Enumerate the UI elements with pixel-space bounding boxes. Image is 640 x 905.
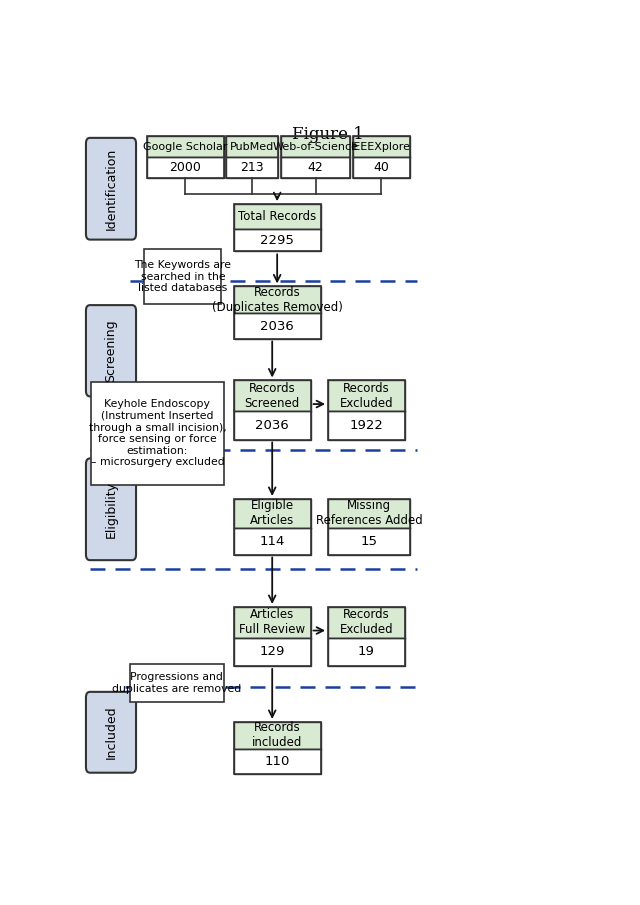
Text: Records
Excluded: Records Excluded: [340, 608, 393, 636]
Text: Records
Screened: Records Screened: [244, 382, 300, 410]
FancyBboxPatch shape: [234, 638, 310, 666]
Text: 213: 213: [241, 161, 264, 175]
Text: 1922: 1922: [349, 419, 383, 432]
FancyBboxPatch shape: [328, 380, 405, 411]
FancyBboxPatch shape: [328, 411, 405, 440]
FancyBboxPatch shape: [328, 528, 410, 555]
Text: Total Records: Total Records: [238, 210, 316, 223]
FancyBboxPatch shape: [227, 157, 278, 178]
FancyBboxPatch shape: [281, 137, 350, 157]
FancyBboxPatch shape: [234, 313, 321, 338]
Text: Included: Included: [104, 706, 118, 759]
FancyBboxPatch shape: [353, 137, 410, 157]
FancyBboxPatch shape: [147, 137, 224, 157]
FancyBboxPatch shape: [234, 286, 321, 313]
Text: Eligibility: Eligibility: [104, 481, 118, 538]
FancyBboxPatch shape: [234, 749, 321, 774]
Text: Keyhole Endoscopy
(Instrument Inserted
through a small incision),
force sensing : Keyhole Endoscopy (Instrument Inserted t…: [88, 399, 227, 467]
Text: 114: 114: [259, 535, 285, 548]
FancyBboxPatch shape: [353, 157, 410, 178]
Text: 129: 129: [259, 645, 285, 658]
FancyBboxPatch shape: [234, 499, 310, 528]
FancyBboxPatch shape: [234, 229, 321, 252]
Text: 42: 42: [308, 161, 323, 175]
FancyBboxPatch shape: [86, 138, 136, 240]
Text: 40: 40: [373, 161, 389, 175]
FancyBboxPatch shape: [234, 528, 310, 555]
Text: Figure 1: Figure 1: [292, 126, 364, 143]
Text: Identification: Identification: [104, 148, 118, 230]
Text: Records
included: Records included: [252, 721, 302, 749]
FancyBboxPatch shape: [145, 250, 221, 304]
FancyBboxPatch shape: [86, 459, 136, 560]
FancyBboxPatch shape: [234, 411, 310, 440]
FancyBboxPatch shape: [234, 380, 310, 411]
FancyBboxPatch shape: [281, 157, 350, 178]
FancyBboxPatch shape: [234, 204, 321, 229]
Text: IEEEXplore: IEEEXplore: [351, 142, 412, 152]
Text: Records
(Duplicates Removed): Records (Duplicates Removed): [212, 286, 342, 314]
Text: 19: 19: [358, 645, 375, 658]
FancyBboxPatch shape: [227, 137, 278, 157]
FancyBboxPatch shape: [328, 499, 410, 528]
FancyBboxPatch shape: [91, 382, 224, 485]
Text: 15: 15: [360, 535, 378, 548]
FancyBboxPatch shape: [328, 638, 405, 666]
FancyBboxPatch shape: [234, 607, 310, 638]
Text: Records
Excluded: Records Excluded: [340, 382, 393, 410]
Text: 2295: 2295: [260, 233, 294, 246]
Text: Progressions and
duplicates are removed: Progressions and duplicates are removed: [112, 672, 241, 694]
FancyBboxPatch shape: [234, 722, 321, 749]
FancyBboxPatch shape: [147, 157, 224, 178]
Text: Google Scholar: Google Scholar: [143, 142, 228, 152]
Text: PubMed: PubMed: [230, 142, 275, 152]
Text: Eligible
Articles: Eligible Articles: [250, 500, 294, 528]
Text: Screening: Screening: [104, 319, 118, 382]
FancyBboxPatch shape: [86, 691, 136, 773]
Text: Articles
Full Review: Articles Full Review: [239, 608, 305, 636]
Text: 110: 110: [264, 755, 290, 768]
FancyBboxPatch shape: [328, 607, 405, 638]
Text: The Keywords are
searched in the
listed databases: The Keywords are searched in the listed …: [134, 260, 232, 293]
FancyBboxPatch shape: [129, 664, 224, 702]
Text: Web-of-Science: Web-of-Science: [273, 142, 358, 152]
Text: Missing
References Added: Missing References Added: [316, 500, 422, 528]
Text: 2000: 2000: [170, 161, 202, 175]
Text: 2036: 2036: [255, 419, 289, 432]
FancyBboxPatch shape: [86, 305, 136, 396]
Text: 2036: 2036: [260, 319, 294, 332]
